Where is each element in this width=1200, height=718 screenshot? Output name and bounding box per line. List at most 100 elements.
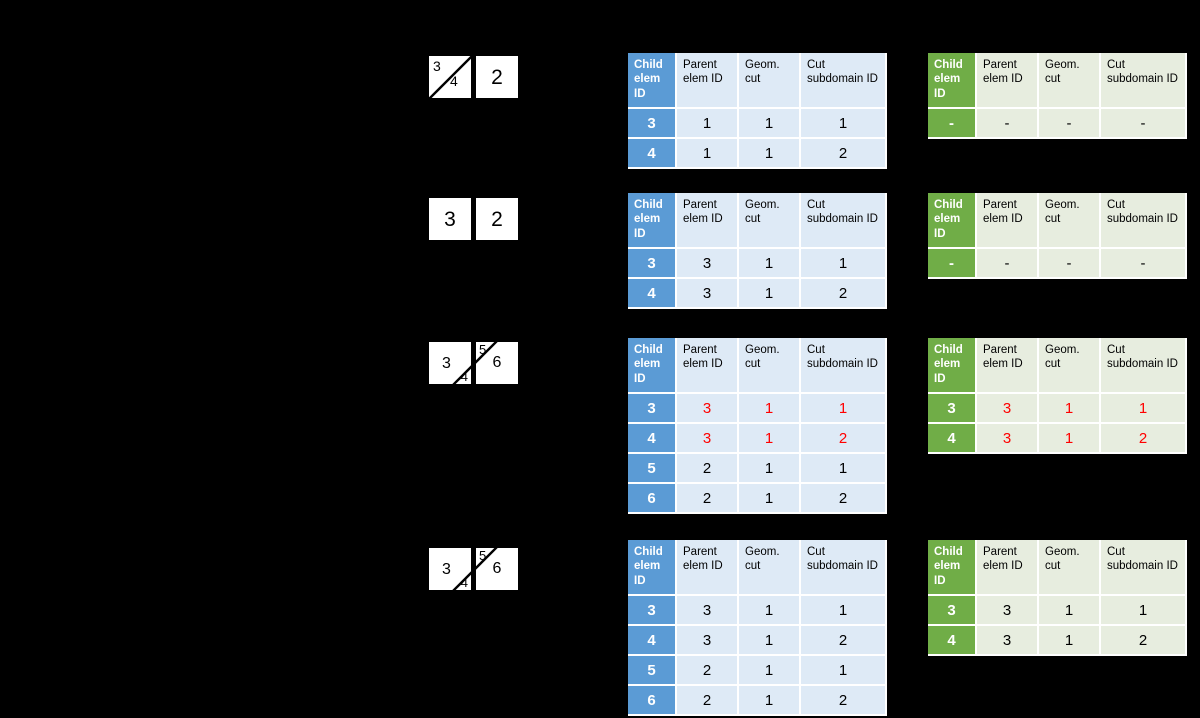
header-row: Child elem ID Parent elem ID Geom. cut Cut … [928, 540, 1187, 596]
value-cell: 2 [1100, 625, 1187, 656]
column-header-cell: Child elem ID [628, 540, 677, 596]
value-cell: 1 [800, 108, 887, 139]
column-header-cell: Parent elem ID [676, 193, 739, 249]
element-id-label: 3 [433, 58, 441, 74]
row-id-cell: 3 [928, 595, 977, 626]
element-id-label: 2 [491, 207, 503, 231]
element-square-right: 2 [476, 198, 518, 240]
column-header-cell: Geom. cut [1038, 53, 1101, 109]
element-square-right: 2 [476, 56, 518, 98]
row-id-cell: 4 [628, 278, 677, 309]
value-cell: 1 [1100, 595, 1187, 626]
value-cell: 1 [1038, 625, 1101, 656]
element-id-label: 4 [460, 369, 468, 384]
column-header-cell: Cut subdomain ID [800, 53, 887, 109]
blue-element-table: Child elem ID Parent elem ID Geom. cut Cut … [628, 338, 887, 514]
row-id-cell: 4 [628, 138, 677, 169]
value-cell: 1 [1100, 393, 1187, 424]
value-cell: 2 [800, 138, 887, 169]
element-id-label: 3 [442, 355, 451, 372]
column-header-cell: Cut subdomain ID [1100, 53, 1187, 109]
column-header-cell: Cut subdomain ID [800, 193, 887, 249]
value-cell: - [1100, 248, 1187, 279]
value-cell: 3 [676, 393, 739, 424]
value-cell: - [1038, 108, 1101, 139]
column-header-cell: Cut subdomain ID [1100, 540, 1187, 596]
value-cell: - [1100, 108, 1187, 139]
value-cell: 1 [738, 108, 801, 139]
value-cell: 3 [976, 423, 1039, 454]
cut-line-icon [452, 365, 471, 384]
cut-line-icon [429, 56, 471, 98]
value-cell: 3 [976, 625, 1039, 656]
row-id-cell: 6 [628, 483, 677, 514]
value-cell: 2 [800, 423, 887, 454]
column-header-cell: Parent elem ID [976, 338, 1039, 394]
row-id-cell: 5 [628, 655, 677, 686]
column-header-cell: Child elem ID [928, 540, 977, 596]
value-cell: 3 [976, 595, 1039, 626]
value-cell: 3 [676, 248, 739, 279]
element-id-label: 2 [491, 65, 503, 89]
row-id-cell: 3 [628, 108, 677, 139]
element-id-label: 5 [479, 342, 487, 357]
element-square-left: 3 [429, 198, 471, 240]
header-row: Child elem ID Parent elem ID Geom. cut Cut … [628, 338, 887, 394]
table-row: ---- [928, 108, 1187, 139]
value-cell: - [976, 108, 1039, 139]
value-cell: 1 [1038, 423, 1101, 454]
column-header-cell: Child elem ID [628, 193, 677, 249]
value-cell: 1 [676, 138, 739, 169]
row-id-cell: - [928, 108, 977, 139]
row-id-cell: 4 [928, 625, 977, 656]
value-cell: 1 [738, 685, 801, 716]
value-cell: 1 [738, 625, 801, 656]
green-element-table: Child elem ID Parent elem ID Geom. cut Cut … [928, 193, 1187, 279]
column-header-cell: Child elem ID [928, 193, 977, 249]
value-cell: 1 [738, 595, 801, 626]
header-row: Child elem ID Parent elem ID Geom. cut Cut … [628, 193, 887, 249]
value-cell: 2 [676, 483, 739, 514]
row-id-cell: 3 [628, 248, 677, 279]
column-header-cell: Parent elem ID [976, 193, 1039, 249]
value-cell: 1 [738, 423, 801, 454]
value-cell: 1 [738, 138, 801, 169]
value-cell: - [976, 248, 1039, 279]
column-header-cell: Parent elem ID [976, 53, 1039, 109]
column-header-cell: Geom. cut [738, 53, 801, 109]
value-cell: 1 [738, 483, 801, 514]
blue-element-table: Child elem ID Parent elem ID Geom. cut Cut … [628, 193, 887, 309]
header-row: Child elem ID Parent elem ID Geom. cut Cut … [928, 53, 1187, 109]
column-header-cell: Cut subdomain ID [1100, 193, 1187, 249]
cut-line-icon [476, 548, 498, 570]
value-cell: 2 [800, 483, 887, 514]
column-header-cell: Geom. cut [1038, 338, 1101, 394]
row-id-cell: 4 [928, 423, 977, 454]
column-header-cell: Geom. cut [1038, 540, 1101, 596]
green-element-table: Child elem ID Parent elem ID Geom. cut Cut … [928, 53, 1187, 139]
value-cell: 1 [738, 248, 801, 279]
blue-element-table: Child elem ID Parent elem ID Geom. cut Cut … [628, 540, 887, 716]
row-id-cell: - [928, 248, 977, 279]
header-row: Child elem ID Parent elem ID Geom. cut Cut … [928, 338, 1187, 394]
element-id-label: 3 [444, 207, 456, 231]
value-cell: 1 [1038, 595, 1101, 626]
column-header-cell: Cut subdomain ID [800, 338, 887, 394]
element-id-label: 4 [450, 73, 458, 89]
value-cell: 2 [1100, 423, 1187, 454]
column-header-cell: Cut subdomain ID [800, 540, 887, 596]
column-header-cell: Child elem ID [928, 53, 977, 109]
